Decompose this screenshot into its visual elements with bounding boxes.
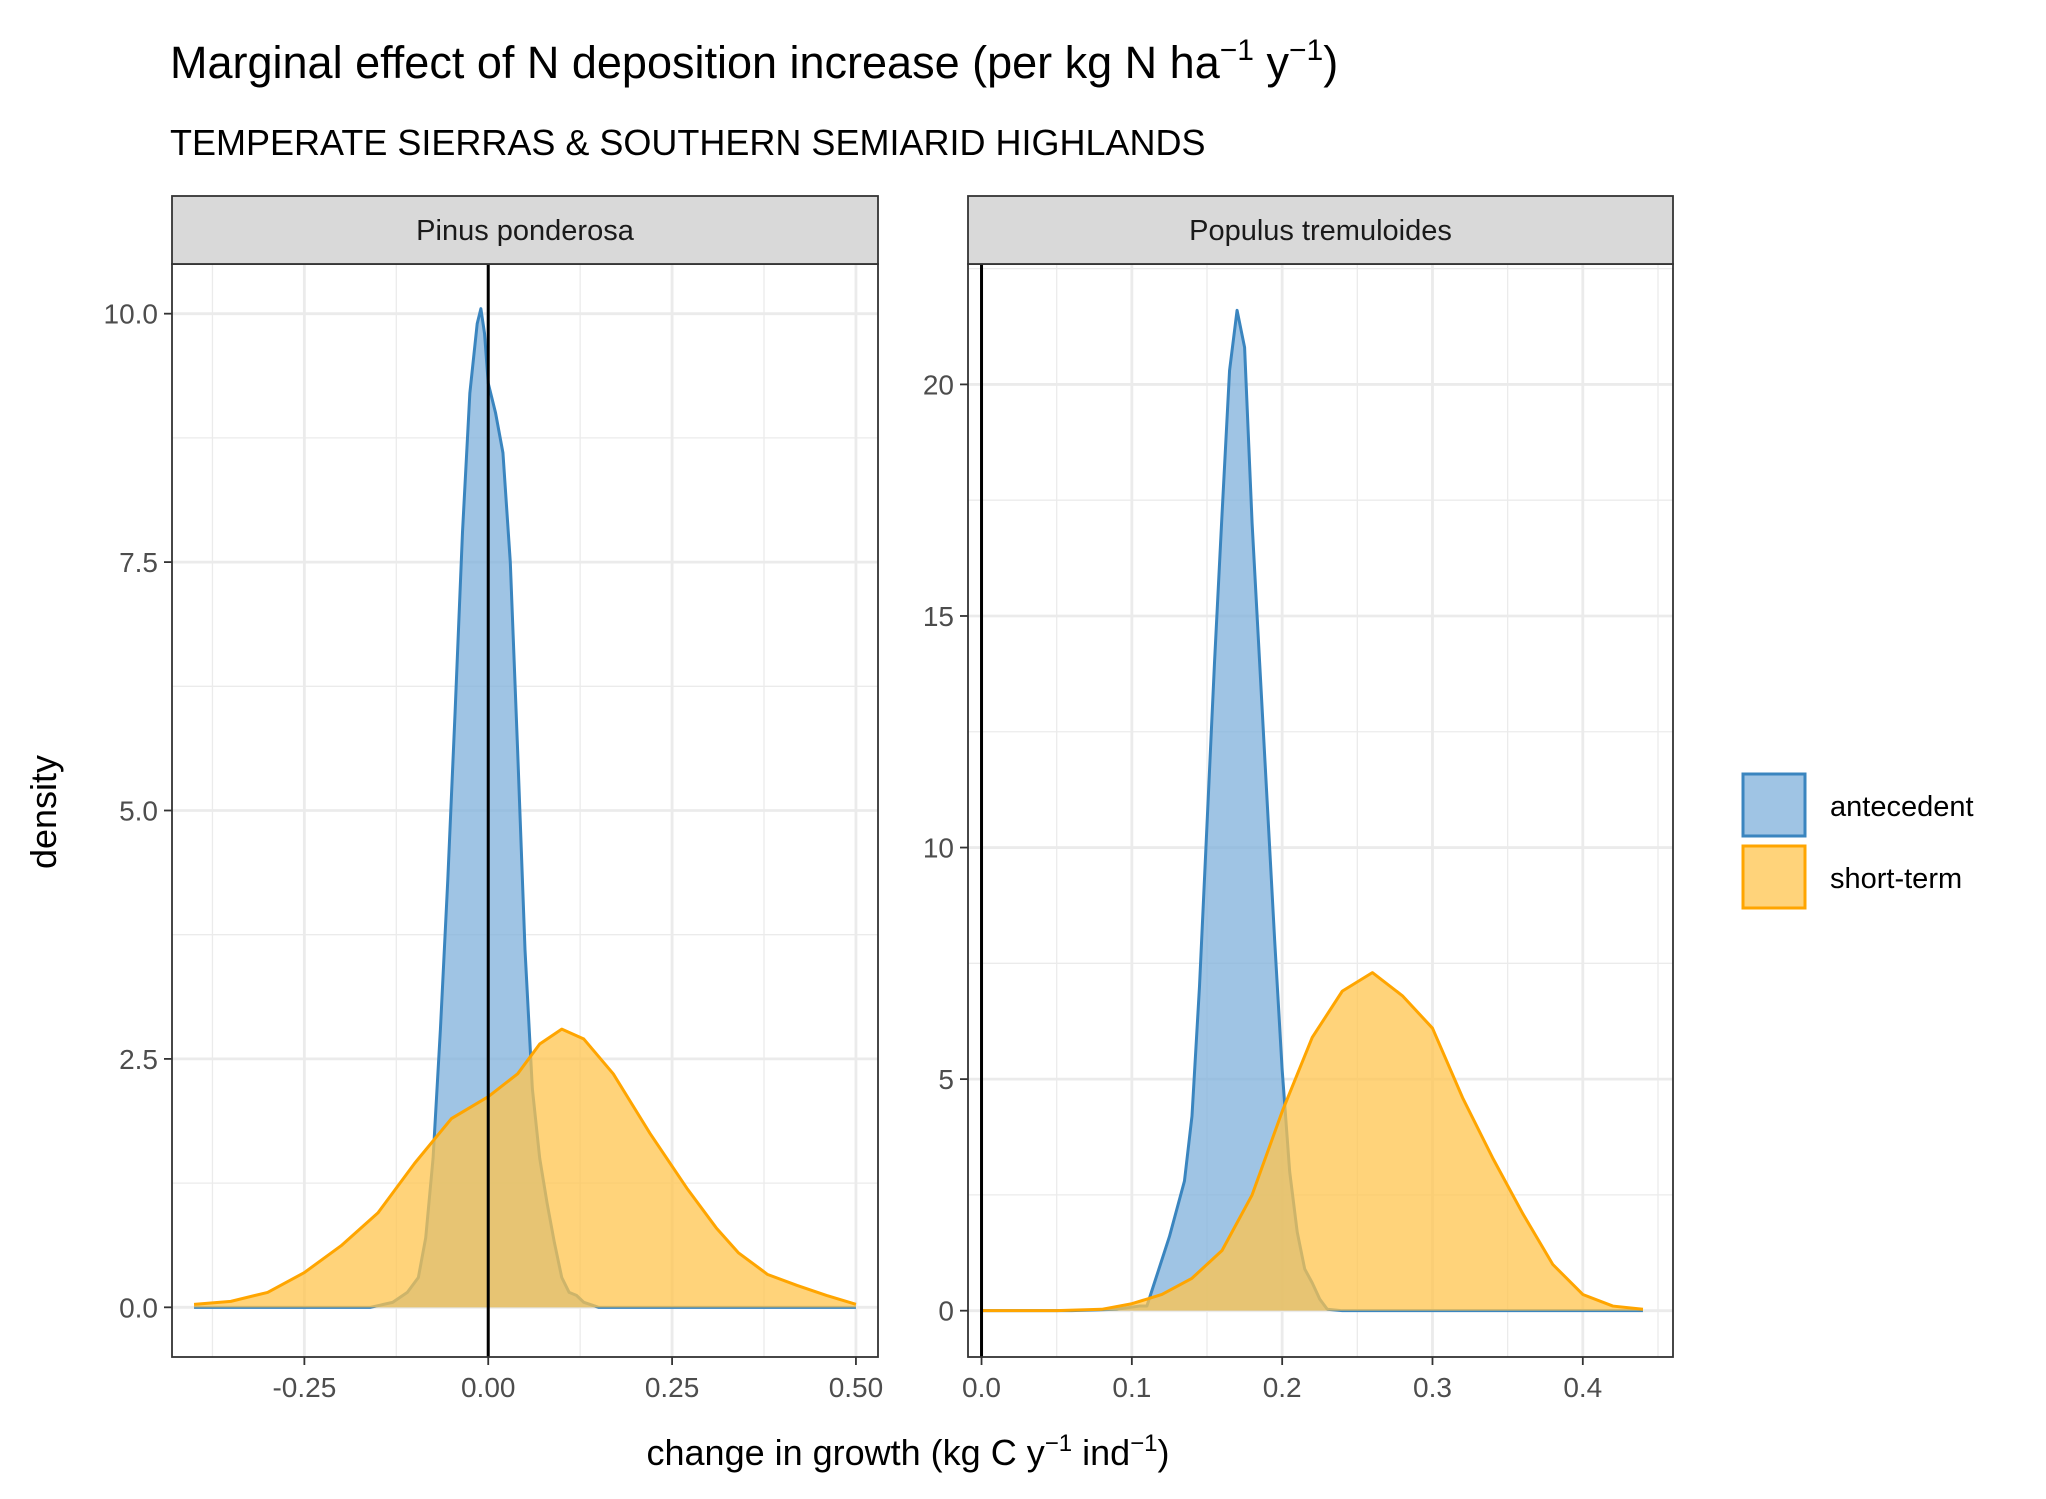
x-tick-label: 0.3: [1413, 1372, 1452, 1403]
facet-strip-label: Populus tremuloides: [1189, 215, 1452, 247]
x-tick-label: 0.00: [461, 1372, 516, 1403]
y-tick-label: 10: [923, 833, 954, 864]
y-tick-label: 15: [923, 601, 954, 632]
density-line-short-term: [193, 1027, 857, 1306]
y-tick-label: 10.0: [104, 299, 159, 330]
legend-key-antecedent: [1741, 772, 1807, 838]
chart-title-main: Marginal effect of N deposition increase…: [170, 37, 1221, 88]
facet-strip-label: Pinus ponderosa: [416, 215, 635, 247]
y-tick-label: 0.0: [119, 1292, 158, 1323]
x-tick-label: 0.2: [1263, 1372, 1302, 1403]
chart-panels: Pinus ponderosa-0.25 0.00 0.25 0.500.02.55.…: [104, 195, 1674, 1403]
density-area-short-term: [194, 1029, 856, 1308]
x-axis-title-mid: ind: [1072, 1432, 1130, 1473]
chart-title-mid: y: [1254, 37, 1290, 88]
y-axis-title: density: [23, 755, 64, 869]
x-tick-label: -0.25: [272, 1372, 336, 1403]
x-tick-label: 0.4: [1563, 1372, 1602, 1403]
chart-title-exp2: −1: [1289, 34, 1323, 67]
chart-title-end: ): [1323, 37, 1338, 88]
y-tick-label: 20: [923, 369, 954, 400]
facet-strip: [171, 195, 879, 265]
chart-title: Marginal effect of N deposition increase…: [170, 34, 1338, 88]
panel-1: Pinus ponderosa -0.25 0.00 0.25 0.50 0.0 2.5 5.…: [104, 195, 884, 1403]
panel-2: Populus tremuloides 0.0 0.1 0.2 0.3 0.4 0 5 10 15…: [923, 195, 1674, 1403]
x-axis-title-exp1: −1: [1045, 1430, 1072, 1457]
x-axis-title: change in growth (kg C y−1 ind−1): [647, 1430, 1170, 1473]
y-tick-label: 5.0: [119, 796, 158, 827]
x-axis-title-end: ): [1158, 1432, 1170, 1473]
legend-key-short-term: [1741, 844, 1807, 910]
y-tick-label: 7.5: [119, 547, 158, 578]
y-tick-label: 0: [938, 1296, 954, 1327]
density-area-short-term: [981, 972, 1643, 1311]
x-axis-title-main: change in growth (kg C y: [647, 1432, 1045, 1473]
facet-strip: [967, 195, 1674, 265]
chart-subtitle: TEMPERATE SIERRAS & SOUTHERN SEMIARID HI…: [170, 122, 1206, 163]
x-axis-title-exp2: −1: [1130, 1430, 1157, 1457]
density-line-short-term: [981, 971, 1644, 1313]
y-tick-label: 5: [938, 1064, 954, 1095]
y-tick-label: 2.5: [119, 1044, 158, 1075]
chart-title-exp1: −1: [1220, 34, 1254, 67]
x-tick-label: 0.1: [1112, 1372, 1151, 1403]
legend: antecedent short-term: [1741, 772, 1974, 910]
x-tick-label: 0.25: [645, 1372, 700, 1403]
x-tick-label: 0.0: [962, 1372, 1001, 1403]
x-tick-label: 0.50: [829, 1372, 884, 1403]
legend-label: short-term: [1830, 863, 1962, 895]
legend-label: antecedent: [1830, 791, 1974, 823]
